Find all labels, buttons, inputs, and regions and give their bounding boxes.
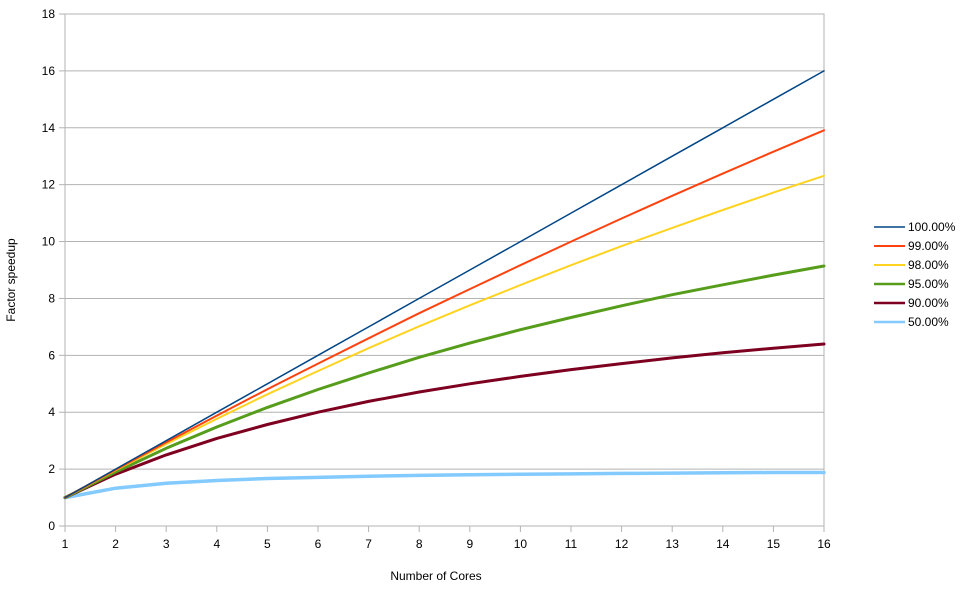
legend-item: 50.00%: [874, 315, 949, 329]
y-tick-label: 4: [48, 405, 55, 419]
x-tick-label: 5: [264, 537, 271, 551]
legend-item: 95.00%: [874, 277, 949, 291]
x-tick-label: 4: [213, 537, 220, 551]
x-tick-label: 10: [514, 537, 528, 551]
x-tick-label: 11: [565, 537, 578, 551]
x-tick-label: 14: [716, 537, 730, 551]
legend-label: 99.00%: [908, 239, 949, 253]
series-line-50.00%: [63, 470, 826, 500]
legend-item: 99.00%: [874, 239, 949, 253]
x-tick-label: 16: [817, 537, 831, 551]
legend-label: 98.00%: [908, 258, 949, 272]
legend-label: 100.00%: [908, 220, 956, 234]
y-tick-label: 10: [42, 235, 56, 249]
legend-label: 90.00%: [908, 296, 949, 310]
x-tick-label: 9: [466, 537, 473, 551]
x-tick-label: 2: [112, 537, 119, 551]
legend-label: 50.00%: [908, 315, 949, 329]
legend-item: 98.00%: [874, 258, 949, 272]
series-line-100.00%: [64, 70, 825, 499]
series-line-90.00%: [63, 342, 826, 500]
y-tick-label: 16: [42, 64, 56, 78]
x-tick-label: 15: [767, 537, 781, 551]
y-tick-label: 6: [48, 348, 55, 362]
series-lines: [63, 70, 826, 500]
x-axis-title: Number of Cores: [390, 569, 481, 583]
legend-label: 95.00%: [908, 277, 949, 291]
x-tick-label: 3: [163, 537, 170, 551]
x-tick-label: 6: [315, 537, 322, 551]
y-axis: 0 2 4 6 8 10 12 14 16 18: [42, 7, 65, 533]
series-line-99.00%: [64, 129, 825, 499]
legend: 100.00% 99.00% 98.00% 95.00% 90.00% 50.00%: [874, 220, 956, 329]
plot-area-border: [64, 13, 825, 527]
y-tick-label: 14: [42, 121, 56, 135]
series-line-98.00%: [64, 174, 825, 499]
y-axis-title: Factor speedup: [4, 238, 18, 322]
x-tick-label: 8: [416, 537, 423, 551]
y-tick-label: 8: [48, 291, 55, 305]
series-line-95.00%: [63, 264, 826, 500]
legend-item: 100.00%: [874, 220, 956, 234]
x-tick-label: 12: [615, 537, 629, 551]
x-axis: 1 2 3 4 5 6 7 8 9 10 11 12 13 14 15 16: [62, 526, 831, 551]
plot-area: [64, 13, 825, 527]
legend-item: 90.00%: [874, 296, 949, 310]
y-tick-label: 0: [48, 519, 55, 533]
x-tick-label: 13: [666, 537, 680, 551]
y-tick-label: 18: [42, 7, 56, 21]
y-tick-label: 12: [42, 178, 56, 192]
x-tick-label: 7: [365, 537, 372, 551]
x-tick-label: 1: [62, 537, 69, 551]
y-tick-label: 2: [48, 462, 55, 476]
